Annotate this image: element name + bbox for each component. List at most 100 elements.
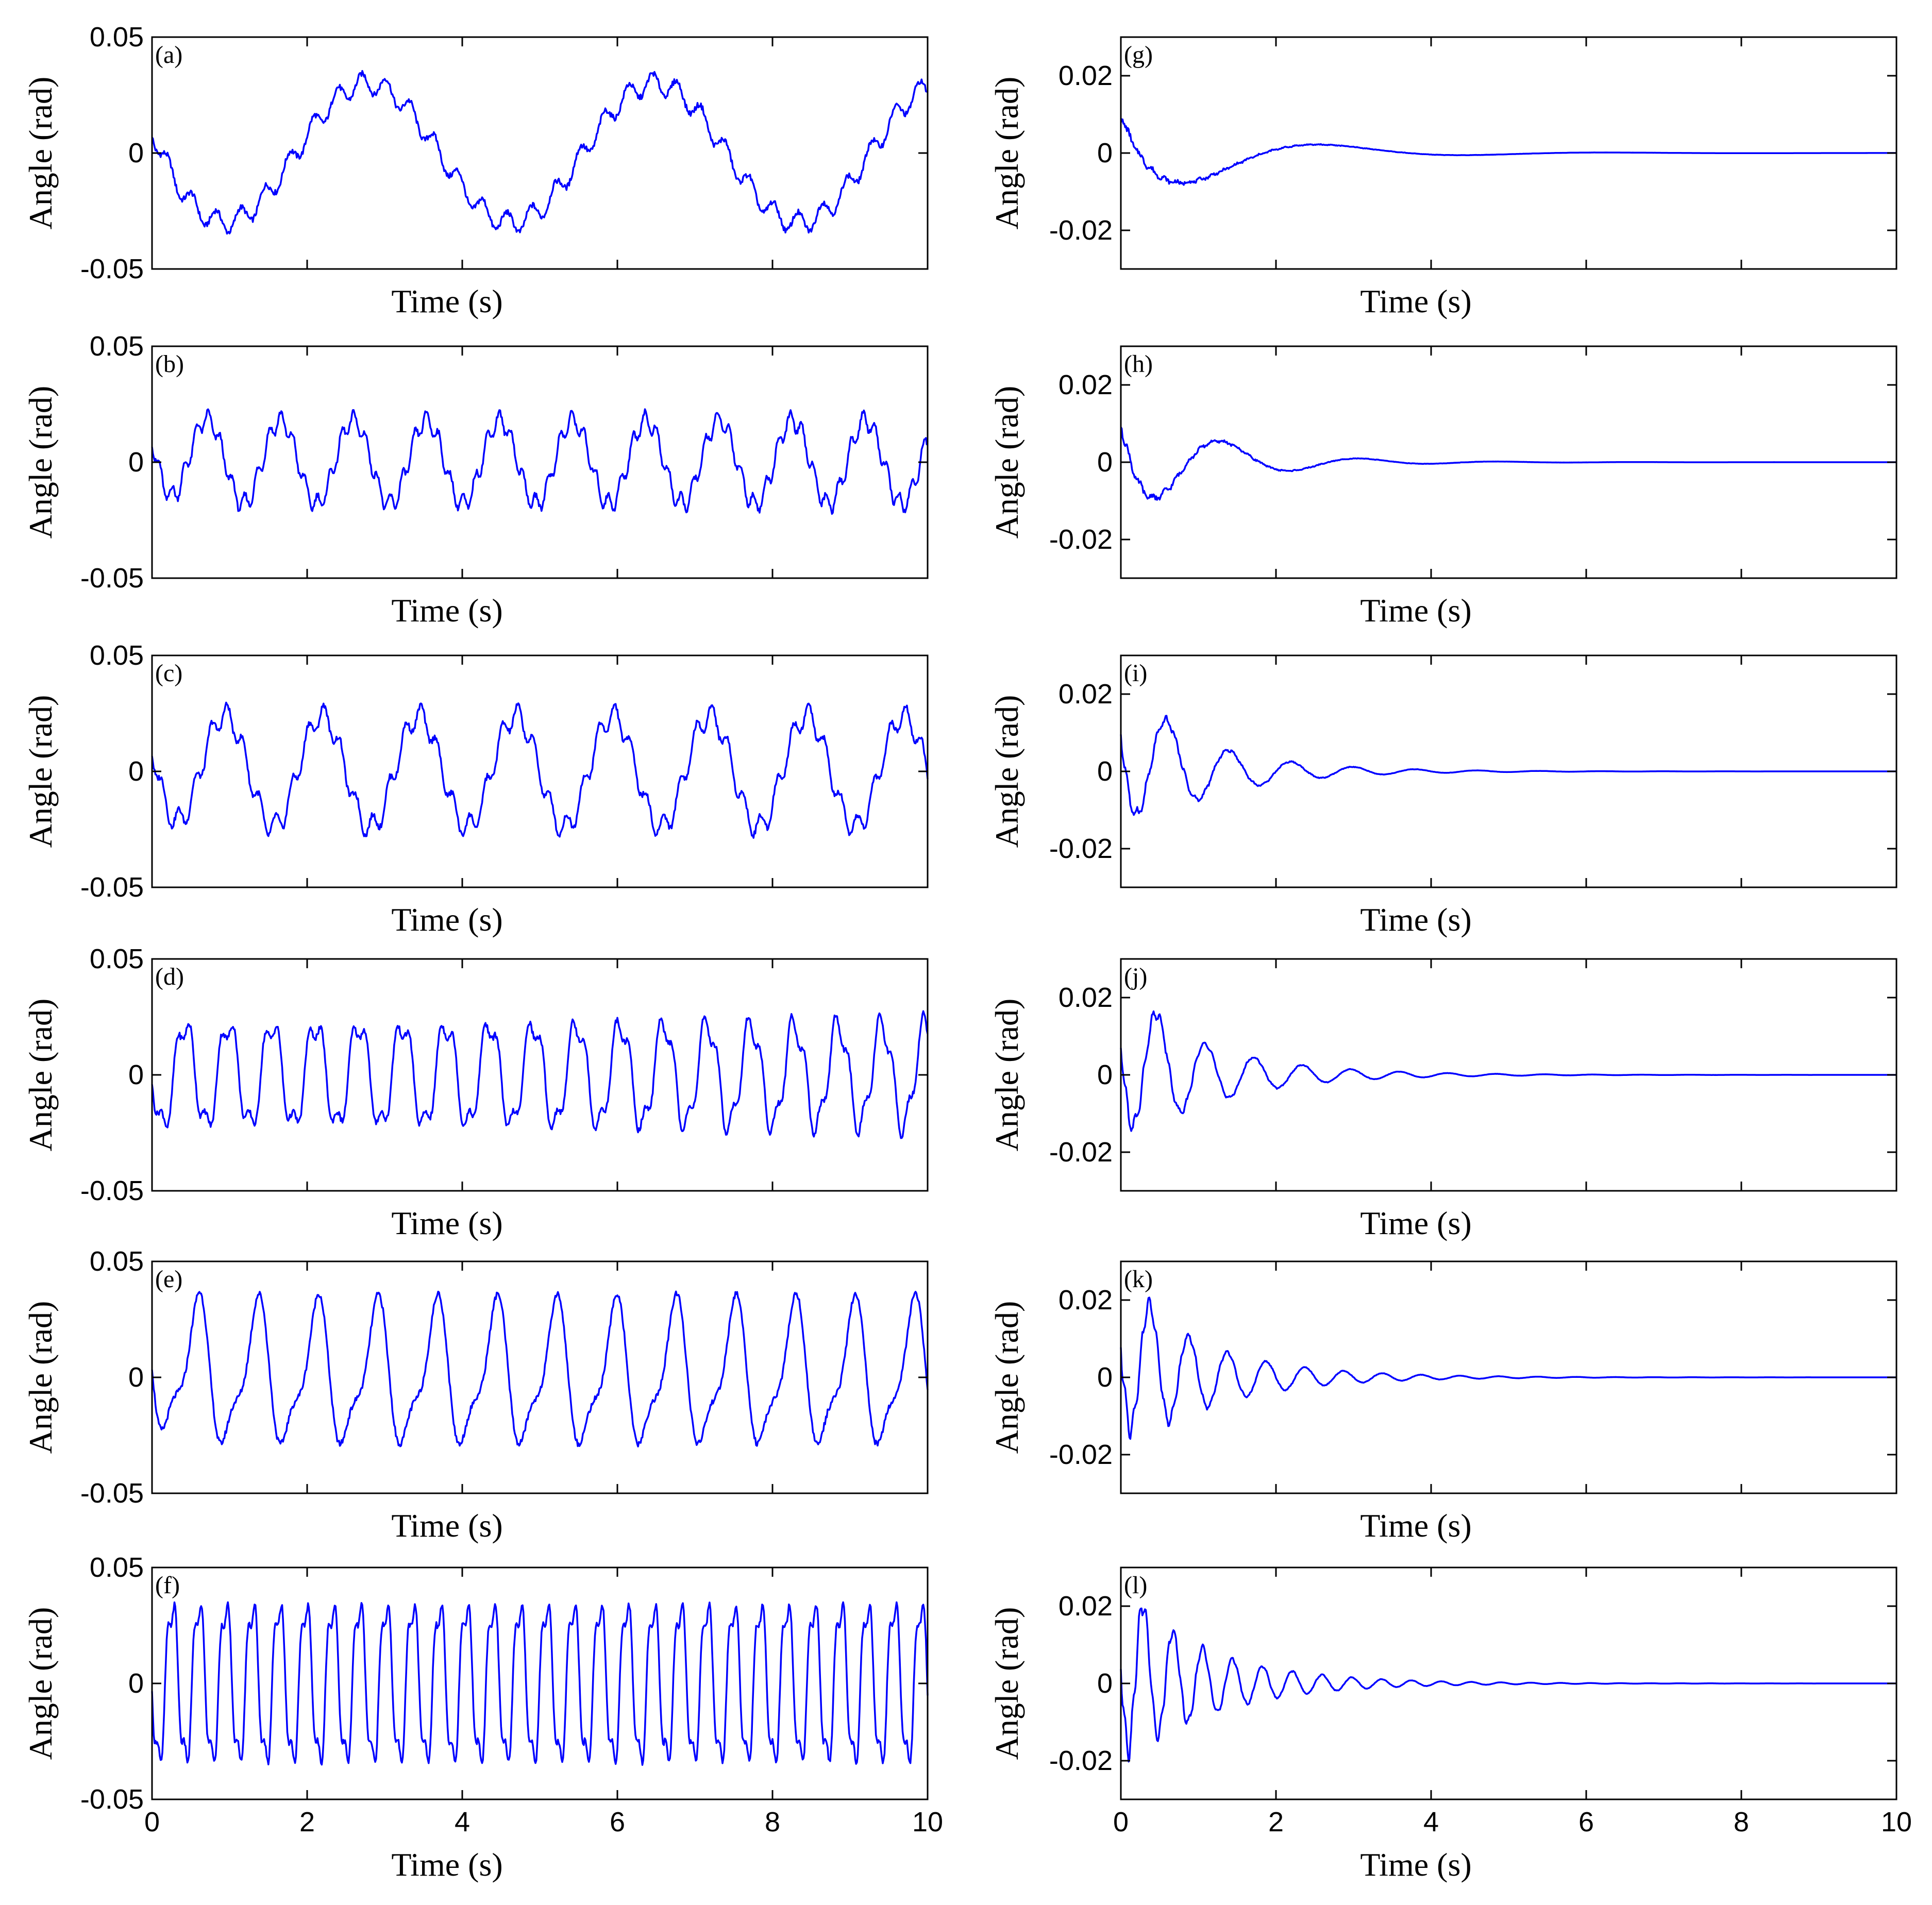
y-tick-label: 0.05 <box>90 640 144 671</box>
x-axis-label: Time (s) <box>391 592 502 629</box>
y-tick-label: 0 <box>1097 1362 1113 1393</box>
panel-h: 0.02 0 -0.02 (h) Time (s) Angle (rad) <box>988 345 1897 629</box>
y-tick-label: 0.05 <box>90 1552 144 1583</box>
y-tick-label: -0.02 <box>1049 1137 1113 1168</box>
y-tick-label: 0.05 <box>90 22 144 53</box>
x-axis-label: Time (s) <box>391 1846 502 1883</box>
y-tick-label: 0 <box>128 756 144 787</box>
y-axis-label: Angle (rad) <box>988 1301 1025 1454</box>
series-line <box>151 701 929 839</box>
panel-tag: (c) <box>155 660 182 687</box>
plot-frame <box>151 958 929 1192</box>
panel-f: 0 2 4 6 8 100.050-0.05(f)Time (s)Angle (rad) <box>22 1552 943 1883</box>
y-tick-label: 0.02 <box>1059 1285 1113 1316</box>
y-tick-label: 0 <box>128 1362 144 1393</box>
x-axis-label: Time (s) <box>391 1205 502 1241</box>
x-tick-label: 4 <box>1423 1807 1439 1837</box>
x-axis-label: Time (s) <box>1360 901 1471 938</box>
y-tick-label: -0.05 <box>80 563 144 594</box>
y-axis-label: Angle (rad) <box>988 77 1025 230</box>
x-axis-label: Time (s) <box>1360 283 1471 319</box>
series-line <box>151 70 928 235</box>
y-tick-label: -0.02 <box>1049 833 1113 864</box>
y-tick-label: 0 <box>1097 138 1113 168</box>
series-line <box>1120 118 1897 186</box>
y-tick-label: 0 <box>128 138 144 168</box>
y-tick-label: 0.05 <box>90 331 144 362</box>
series-line <box>1120 1010 1897 1132</box>
y-axis-label: Angle (rad) <box>988 999 1025 1152</box>
y-axis-label: Angle (rad) <box>988 386 1025 539</box>
y-tick-label: -0.05 <box>80 254 144 284</box>
y-tick-label: 0.05 <box>90 1246 144 1277</box>
series-line <box>151 408 929 515</box>
x-axis-label: Time (s) <box>391 283 502 319</box>
y-tick-label: -0.05 <box>80 1784 144 1815</box>
y-tick-label: -0.02 <box>1049 1439 1113 1470</box>
plot-frame <box>151 36 929 270</box>
panel-a: 0.05 0 -0.05 (a) Time (s) Angle (rad) <box>22 22 929 319</box>
x-axis-label: Time (s) <box>391 1507 502 1544</box>
x-tick-label: 10 <box>912 1807 943 1837</box>
panel-g: 0.02 0 -0.02 (g) Time (s) Angle (rad) <box>988 36 1897 319</box>
panel-d: 0.05 0 -0.05 (d) Time (s) Angle (rad) <box>22 943 929 1241</box>
panel-e: 0.05 0 -0.05 (e) Time (s) Angle (rad) <box>22 1246 929 1544</box>
panel-tag: (b) <box>155 350 184 378</box>
y-axis-label: Angle (rad) <box>22 1607 59 1760</box>
panel-k: 0.02 0 -0.02 (k) Time (s) Angle (rad) <box>988 1260 1897 1544</box>
y-tick-label: 0.02 <box>1059 369 1113 400</box>
y-tick-label: -0.02 <box>1049 1745 1113 1776</box>
x-tick-label: 10 <box>1881 1807 1912 1837</box>
panel-b: 0.05 0 -0.05 (b) Time (s) Angle (rad) <box>22 331 929 629</box>
x-tick-label: 0 <box>1113 1807 1129 1837</box>
x-tick-label: 6 <box>1578 1807 1594 1837</box>
panel-tag: (g) <box>1124 41 1153 69</box>
y-tick-label: 0.02 <box>1059 1591 1113 1622</box>
y-axis-label: Angle (rad) <box>22 695 59 848</box>
panel-tag: (h) <box>1124 350 1153 378</box>
panel-tag: (l) <box>1124 1572 1147 1599</box>
x-tick-label: 2 <box>299 1807 315 1837</box>
y-axis-label: Angle (rad) <box>988 695 1025 848</box>
y-tick-label: 0 <box>1097 1668 1113 1699</box>
y-tick-label: -0.02 <box>1049 524 1113 555</box>
y-axis-label: Angle (rad) <box>22 77 59 230</box>
x-tick-label: 0 <box>144 1807 160 1837</box>
y-tick-label: 0 <box>128 1668 144 1699</box>
panel-tag: (k) <box>1124 1266 1153 1293</box>
y-tick-label: 0 <box>1097 756 1113 787</box>
x-axis-label: Time (s) <box>391 901 502 938</box>
series-line <box>1120 1607 1897 1763</box>
panel-tag: (a) <box>155 41 182 69</box>
y-axis-label: Angle (rad) <box>988 1607 1025 1760</box>
y-tick-label: 0.02 <box>1059 982 1113 1013</box>
panel-c: 0.05 0 -0.05 (c) Time (s) Angle (rad) <box>22 640 929 938</box>
y-tick-label: 0.02 <box>1059 60 1113 91</box>
x-tick-label: 8 <box>765 1807 780 1837</box>
y-axis-label: Angle (rad) <box>22 1301 59 1454</box>
x-tick-label: 8 <box>1734 1807 1749 1837</box>
x-tick-label: 2 <box>1268 1807 1284 1837</box>
y-axis-label: Angle (rad) <box>22 386 59 539</box>
series-line <box>151 1010 929 1139</box>
panel-tag: (j) <box>1124 963 1147 990</box>
y-tick-label: 0 <box>128 447 144 478</box>
x-axis-label: Time (s) <box>1360 592 1471 629</box>
panel-tag: (i) <box>1124 660 1147 687</box>
series-line <box>151 1290 929 1447</box>
panel-tag: (d) <box>155 963 184 990</box>
y-tick-label: -0.05 <box>80 1175 144 1206</box>
panel-tag: (f) <box>155 1572 180 1599</box>
x-tick-label: 4 <box>455 1807 470 1837</box>
panel-tag: (e) <box>155 1266 182 1293</box>
y-tick-label: 0 <box>128 1059 144 1090</box>
series-line <box>1120 715 1897 816</box>
series-line <box>1120 427 1897 501</box>
plot-frame <box>151 1260 929 1494</box>
x-tick-label: 6 <box>610 1807 625 1837</box>
y-tick-label: 0.02 <box>1059 679 1113 710</box>
y-tick-label: 0 <box>1097 447 1113 478</box>
panel-l: 0 2 4 6 8 10 0.02 0 -0.02 (l) Time (s) Angle (rad) <box>988 1566 1912 1883</box>
y-tick-label: -0.05 <box>80 872 144 903</box>
y-tick-label: -0.02 <box>1049 215 1113 246</box>
